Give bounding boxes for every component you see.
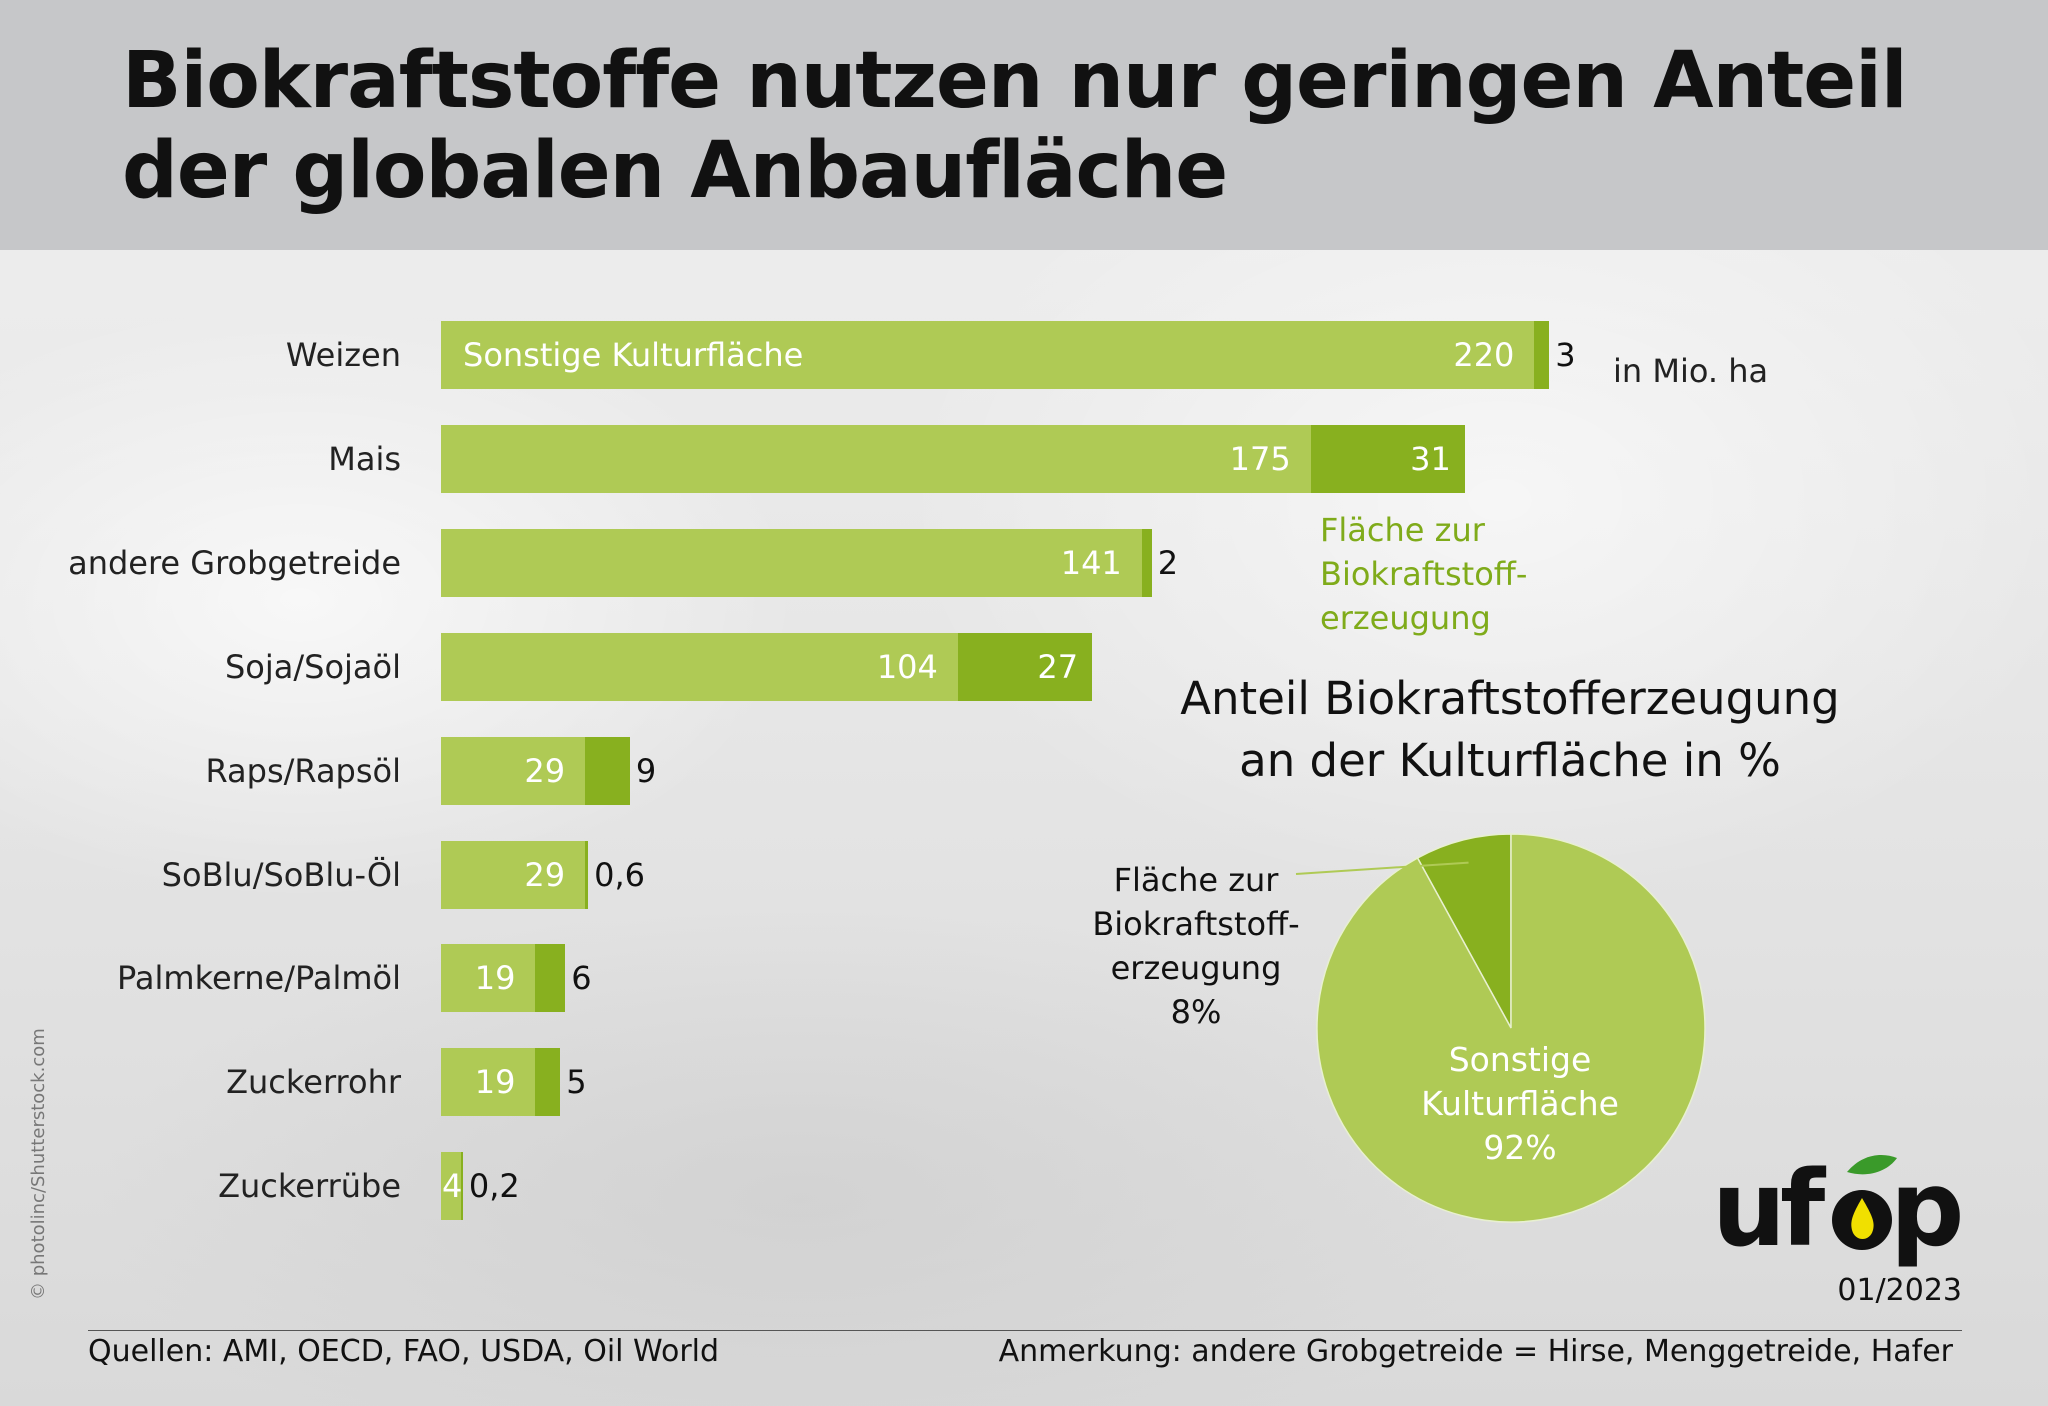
pie-leader-line bbox=[1295, 861, 1469, 875]
bar-other bbox=[441, 736, 586, 805]
date-label: 01/2023 bbox=[1837, 1273, 1962, 1308]
bar-value-biofuel: 27 bbox=[1037, 647, 1079, 686]
bar-biofuel bbox=[1141, 528, 1152, 597]
pie-label-line: Kulturfläche bbox=[1421, 1084, 1619, 1123]
bar-biofuel bbox=[1310, 424, 1465, 493]
pie-slice bbox=[1416, 833, 1512, 1029]
pie-label-line: erzeugung bbox=[1110, 949, 1282, 987]
bar-biofuel bbox=[585, 840, 589, 909]
biofuel-legend: Fläche zur Biokraftstoff- erzeugung bbox=[1320, 508, 1527, 640]
category-label: SoBlu/SoBlu-Öl bbox=[161, 855, 401, 894]
page-title: Biokraftstoffe nutzen nur geringen Antei… bbox=[122, 36, 1908, 216]
bar-value-biofuel: 0,2 bbox=[468, 1167, 520, 1206]
legend-other-label: Sonstige Kulturfläche bbox=[463, 336, 804, 374]
pie-title-line: an der Kulturfläche in % bbox=[1239, 734, 1781, 787]
pie-slice bbox=[1316, 833, 1706, 1223]
legend-line: Fläche zur bbox=[1320, 511, 1485, 549]
bar-biofuel bbox=[1534, 321, 1550, 389]
unit-label: in Mio. ha bbox=[1613, 352, 1769, 390]
title-line-1: Biokraftstoffe nutzen nur geringen Antei… bbox=[122, 36, 1908, 126]
bar-biofuel bbox=[535, 944, 566, 1013]
bar-biofuel bbox=[585, 736, 630, 805]
bar-other bbox=[441, 1152, 461, 1221]
bar-value-other: 175 bbox=[1229, 439, 1291, 478]
bar-biofuel bbox=[957, 632, 1093, 701]
bar-other bbox=[441, 840, 586, 909]
svg-text:uf: uf bbox=[1712, 1150, 1827, 1270]
category-label: Mais bbox=[328, 439, 401, 478]
header-band: Biokraftstoffe nutzen nur geringen Antei… bbox=[0, 0, 2048, 250]
category-label: Raps/Rapsöl bbox=[205, 751, 402, 790]
bar-value-other: 141 bbox=[1060, 543, 1122, 582]
bar-other bbox=[441, 1048, 536, 1117]
bar-value-other: 29 bbox=[524, 751, 566, 790]
title-line-2: der globalen Anbaufläche bbox=[122, 126, 1228, 216]
bar-other bbox=[441, 632, 958, 701]
pie-label-line: 8% bbox=[1170, 993, 1222, 1031]
pie-title-line: Anteil Biokraftstofferzeugung bbox=[1180, 672, 1840, 725]
category-label: Zuckerrübe bbox=[218, 1167, 401, 1206]
bar-other bbox=[441, 424, 1311, 493]
pie-label-biofuel: Fläche zur Biokraftstoff- erzeugung 8% bbox=[1060, 858, 1332, 1034]
category-label: Soja/Sojaöl bbox=[224, 647, 401, 686]
ufop-logo: uf p bbox=[1712, 1150, 1962, 1270]
bar-other bbox=[441, 944, 536, 1013]
bar-value-other: 220 bbox=[1453, 336, 1515, 374]
bar-other bbox=[441, 528, 1142, 597]
bar-value-biofuel: 0,6 bbox=[594, 855, 645, 894]
category-label: andere Grobgetreide bbox=[68, 543, 401, 582]
pie-label-line: Fläche zur bbox=[1113, 861, 1279, 899]
pie-title: Anteil Biokraftstofferzeugung an der Kul… bbox=[1110, 668, 1910, 792]
pie-label-line: 92% bbox=[1483, 1128, 1557, 1167]
bar-biofuel bbox=[535, 1048, 561, 1117]
legend-line: Biokraftstoff- bbox=[1320, 555, 1528, 593]
footer-divider bbox=[88, 1330, 1962, 1331]
pie-label-line: Biokraftstoff- bbox=[1092, 905, 1300, 943]
category-label: Weizen bbox=[285, 336, 401, 374]
copyright-text: © photolinc/Shutterstock.com bbox=[28, 1028, 49, 1300]
bar-other bbox=[441, 321, 1535, 389]
svg-text:p: p bbox=[1890, 1150, 1962, 1270]
bar-value-biofuel: 2 bbox=[1157, 543, 1179, 582]
note-text: Anmerkung: andere Grobgetreide = Hirse, … bbox=[998, 1334, 1953, 1369]
bar-value-other: 19 bbox=[474, 1063, 516, 1102]
bar-value-other: 104 bbox=[876, 647, 938, 686]
bar-value-other: 19 bbox=[474, 959, 516, 998]
bar-biofuel bbox=[460, 1152, 463, 1221]
bar-value-biofuel: 5 bbox=[566, 1063, 587, 1102]
pie-label-line: Sonstige bbox=[1448, 1040, 1592, 1079]
bar-value-other: 29 bbox=[524, 855, 566, 894]
bar-value-biofuel: 3 bbox=[1555, 336, 1576, 374]
bar-value-biofuel: 31 bbox=[1410, 439, 1451, 478]
legend-line: erzeugung bbox=[1320, 599, 1491, 637]
bar-value-biofuel: 6 bbox=[571, 959, 592, 998]
category-label: Zuckerrohr bbox=[226, 1063, 401, 1102]
bar-value-biofuel: 9 bbox=[635, 751, 657, 790]
pie-label-other: Sonstige Kulturfläche 92% bbox=[1370, 1038, 1670, 1170]
bar-value-other: 4 bbox=[442, 1167, 463, 1206]
sources-text: Quellen: AMI, OECD, FAO, USDA, Oil World bbox=[88, 1334, 720, 1369]
category-label: Palmkerne/Palmöl bbox=[117, 959, 401, 998]
